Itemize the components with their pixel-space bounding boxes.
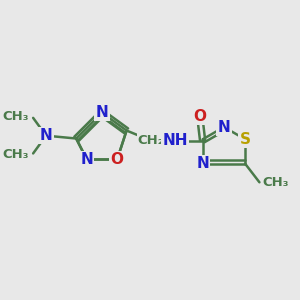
- Text: CH₃: CH₃: [262, 176, 289, 189]
- Text: N: N: [218, 119, 230, 134]
- Text: N: N: [40, 128, 52, 143]
- Text: CH₃: CH₃: [2, 110, 29, 123]
- Text: N: N: [80, 152, 93, 167]
- Text: S: S: [240, 132, 250, 147]
- Text: N: N: [96, 105, 108, 120]
- Text: CH₂: CH₂: [138, 134, 164, 147]
- Text: O: O: [111, 152, 124, 167]
- Text: CH₃: CH₃: [2, 148, 29, 161]
- Text: N: N: [196, 156, 209, 171]
- Text: NH: NH: [163, 133, 188, 148]
- Text: O: O: [193, 109, 206, 124]
